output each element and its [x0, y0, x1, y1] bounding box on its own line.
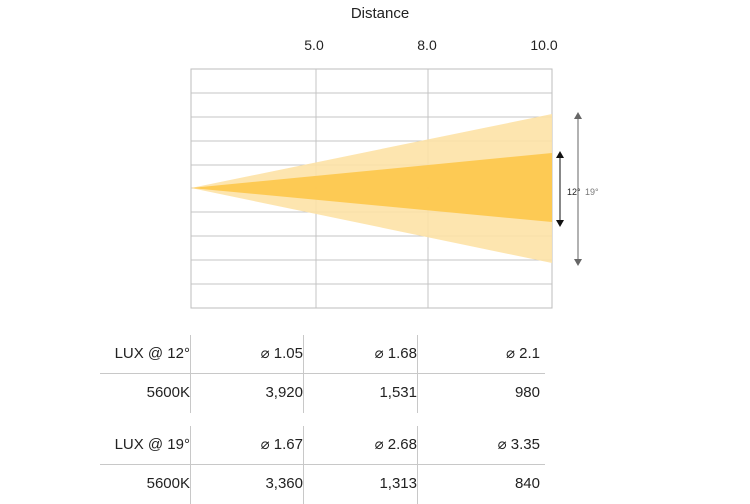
diameter-cell: ⌀ 3.35	[497, 436, 540, 453]
lux-table-12: LUX @ 12° ⌀ 1.05 ⌀ 1.68 ⌀ 2.1 5600K 3,92…	[100, 335, 545, 413]
diameter-cell: ⌀ 2.68	[374, 436, 417, 453]
diameter-cell: ⌀ 1.67	[260, 436, 303, 453]
distance-label-3: 10.0	[530, 37, 558, 53]
lux-header-label: LUX @ 19°	[114, 436, 190, 453]
table-row: 5600K 3,360 1,313 840	[100, 465, 545, 503]
narrow-beam-cone	[191, 153, 552, 222]
distance-label-2: 8.0	[417, 37, 437, 53]
lux-table-19: LUX @ 19° ⌀ 1.67 ⌀ 2.68 ⌀ 3.35 5600K 3,3…	[100, 426, 545, 504]
diameter-cell: ⌀ 1.05	[260, 345, 303, 362]
color-temp-label: 5600K	[146, 475, 190, 492]
lux-value-cell: 840	[514, 475, 540, 492]
lux-header-label: LUX @ 12°	[114, 345, 190, 362]
narrow-angle-label: 12°	[567, 187, 581, 197]
table-header-row: LUX @ 19° ⌀ 1.67 ⌀ 2.68 ⌀ 3.35	[100, 426, 545, 465]
wide-angle-label: 19°	[585, 187, 599, 197]
diameter-cell: ⌀ 1.68	[374, 345, 417, 362]
color-temp-label: 5600K	[146, 384, 190, 401]
lux-value-cell: 1,313	[379, 475, 417, 492]
diameter-cell: ⌀ 2.1	[505, 345, 540, 362]
lux-value-cell: 3,920	[265, 384, 303, 401]
table-row: 5600K 3,920 1,531 980	[100, 374, 545, 412]
wide-angle-arrow	[574, 112, 582, 266]
distance-label-1: 5.0	[304, 37, 324, 53]
lux-value-cell: 980	[514, 384, 540, 401]
lux-value-cell: 1,531	[379, 384, 417, 401]
beam-diagram: 12° 19°	[190, 68, 599, 309]
table-header-row: LUX @ 12° ⌀ 1.05 ⌀ 1.68 ⌀ 2.1	[100, 335, 545, 374]
narrow-angle-arrow	[556, 151, 564, 227]
lux-value-cell: 3,360	[265, 475, 303, 492]
diagram-title: Distance	[350, 5, 410, 22]
